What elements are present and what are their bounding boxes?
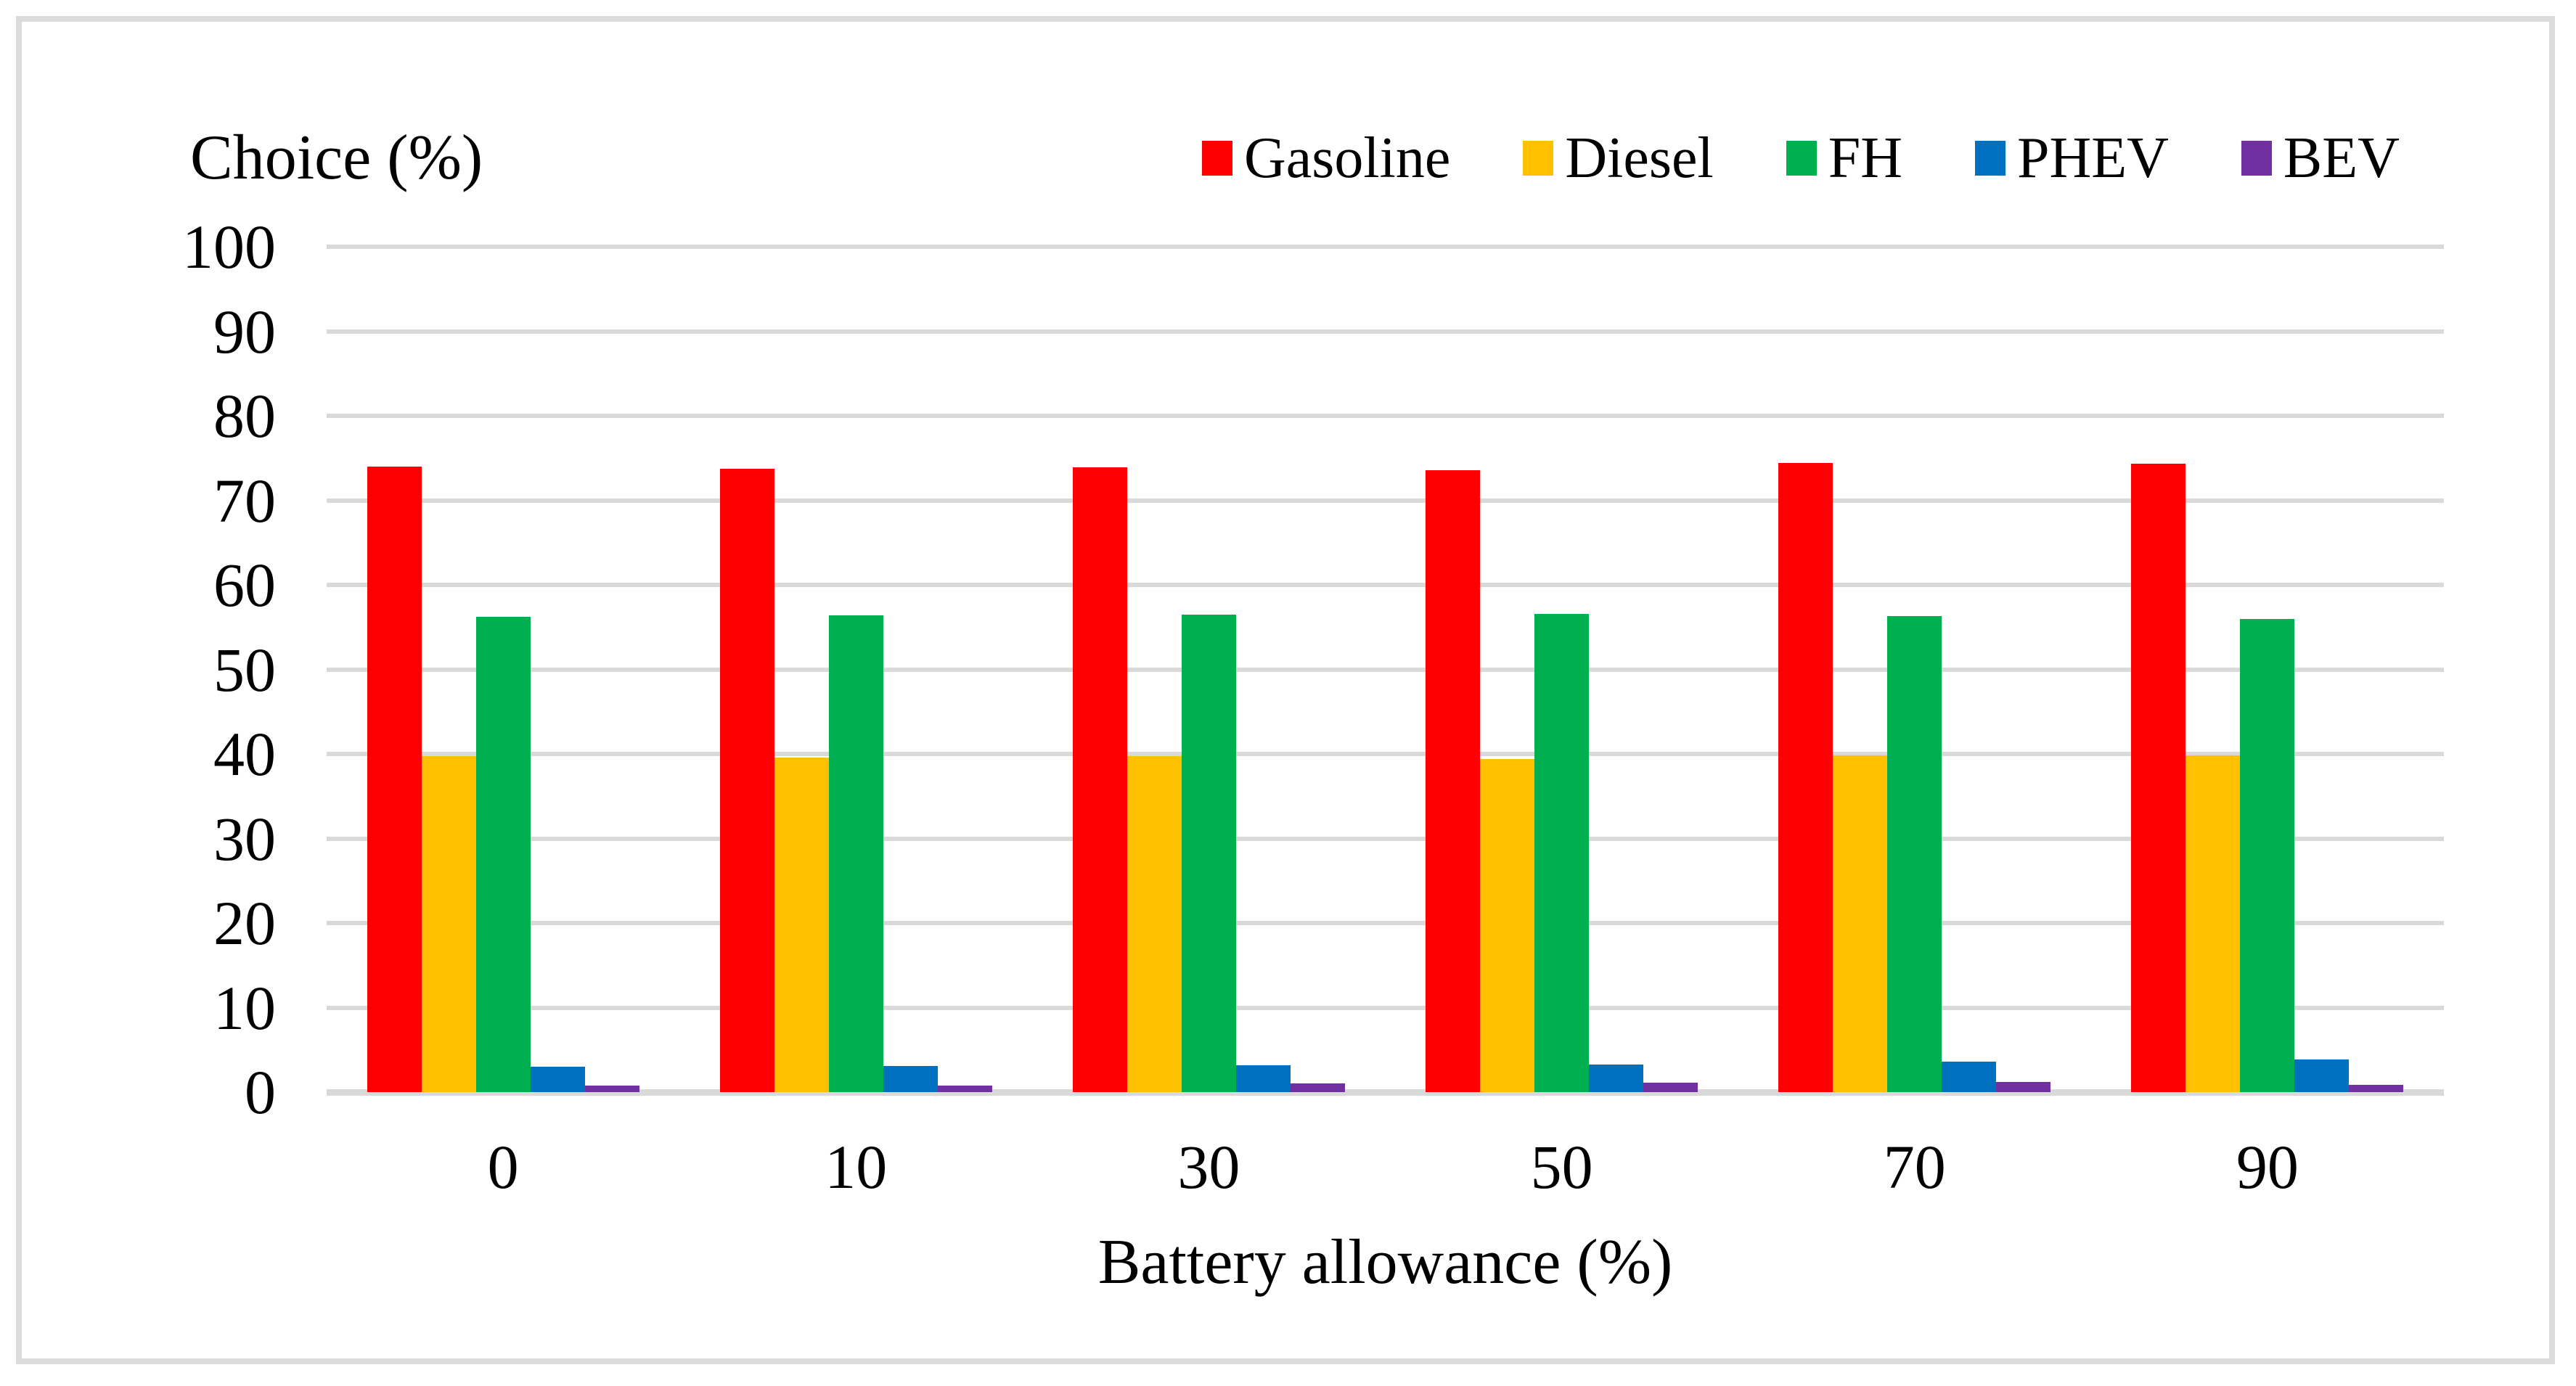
legend-swatch-fh: [1786, 141, 1817, 176]
bar-gasoline-0: [367, 466, 422, 1092]
bar-diesel-90: [2185, 755, 2241, 1092]
x-axis-tick-label: 10: [825, 1132, 888, 1202]
bar-fh-90: [2240, 618, 2295, 1092]
x-axis-tick-label: 90: [2236, 1132, 2299, 1202]
bar-gasoline-10: [719, 469, 774, 1092]
bar-phev-70: [1942, 1062, 1997, 1092]
gridline: [327, 752, 2444, 756]
bar-phev-30: [1235, 1065, 1291, 1092]
legend-item-bev: BEV: [2241, 123, 2400, 193]
bar-bev-50: [1643, 1083, 1698, 1092]
legend-label: Diesel: [1565, 126, 1714, 190]
y-axis-tick-label: 0: [245, 1057, 276, 1127]
y-axis-tick-label: 90: [213, 296, 276, 366]
gridline: [327, 836, 2444, 841]
legend-swatch-bev: [2241, 141, 2272, 176]
y-axis-tick-label: 80: [213, 381, 276, 451]
x-axis-title: Battery allowance (%): [1097, 1227, 1673, 1297]
bar-phev-0: [530, 1067, 585, 1092]
legend-swatch-gasoline: [1202, 141, 1232, 176]
x-axis-tick-label: 50: [1530, 1132, 1593, 1202]
gridline: [327, 329, 2444, 334]
bar-diesel-70: [1833, 755, 1888, 1092]
bar-bev-30: [1290, 1083, 1345, 1092]
legend-item-gasoline: Gasoline: [1202, 123, 1450, 193]
x-axis-line: [327, 1088, 2444, 1096]
bar-phev-90: [2294, 1059, 2350, 1092]
gridline: [327, 245, 2444, 249]
y-axis-tick-label: 70: [213, 465, 276, 536]
gridline: [327, 583, 2444, 587]
y-axis-tick-label: 40: [213, 719, 276, 789]
y-axis-tick-label: 20: [213, 888, 276, 958]
bar-fh-10: [828, 615, 883, 1092]
legend-label: BEV: [2283, 126, 2400, 190]
y-axis-title: Choice (%): [190, 123, 483, 193]
bar-bev-10: [937, 1085, 992, 1092]
legend-label: PHEV: [2017, 126, 2169, 190]
legend-item-phev: PHEV: [1975, 123, 2169, 193]
bar-diesel-50: [1480, 758, 1535, 1092]
legend-item-fh: FH: [1786, 123, 1902, 193]
gridline: [327, 498, 2444, 503]
gridline: [327, 667, 2444, 672]
bar-phev-50: [1589, 1064, 1644, 1092]
y-axis-tick-label: 60: [213, 550, 276, 620]
x-axis-tick-label: 30: [1177, 1132, 1240, 1202]
gridline: [327, 1005, 2444, 1010]
gridline: [327, 921, 2444, 925]
legend-label: FH: [1828, 126, 1903, 190]
legend: Gasoline Diesel FH PHEV BEV: [1202, 123, 2400, 193]
bar-phev-10: [883, 1065, 938, 1092]
legend-swatch-diesel: [1523, 141, 1554, 176]
bar-fh-50: [1534, 613, 1590, 1092]
bar-diesel-0: [421, 756, 476, 1092]
x-axis-tick-label: 70: [1883, 1132, 1946, 1202]
bar-gasoline-70: [1778, 463, 1833, 1092]
bar-gasoline-50: [1426, 469, 1481, 1092]
legend-item-diesel: Diesel: [1523, 123, 1714, 193]
bar-diesel-30: [1127, 756, 1182, 1092]
bar-gasoline-90: [2131, 464, 2186, 1092]
bar-bev-90: [2349, 1084, 2404, 1092]
bar-gasoline-30: [1072, 467, 1127, 1092]
gridline: [327, 414, 2444, 418]
figure-frame: [16, 16, 2555, 1364]
y-axis-tick-label: 30: [213, 803, 276, 874]
bar-bev-0: [584, 1085, 639, 1092]
bar-fh-30: [1181, 614, 1236, 1092]
y-axis-tick-label: 50: [213, 634, 276, 705]
y-axis-tick-label: 10: [213, 972, 276, 1043]
bar-fh-0: [475, 617, 531, 1092]
bar-diesel-10: [774, 757, 829, 1092]
y-axis-tick-label: 100: [182, 212, 276, 282]
x-axis-tick-label: 0: [487, 1132, 519, 1202]
bar-fh-70: [1887, 616, 1942, 1092]
legend-label: Gasoline: [1244, 126, 1451, 190]
legend-swatch-phev: [1975, 141, 2006, 176]
bar-bev-70: [1996, 1082, 2051, 1092]
